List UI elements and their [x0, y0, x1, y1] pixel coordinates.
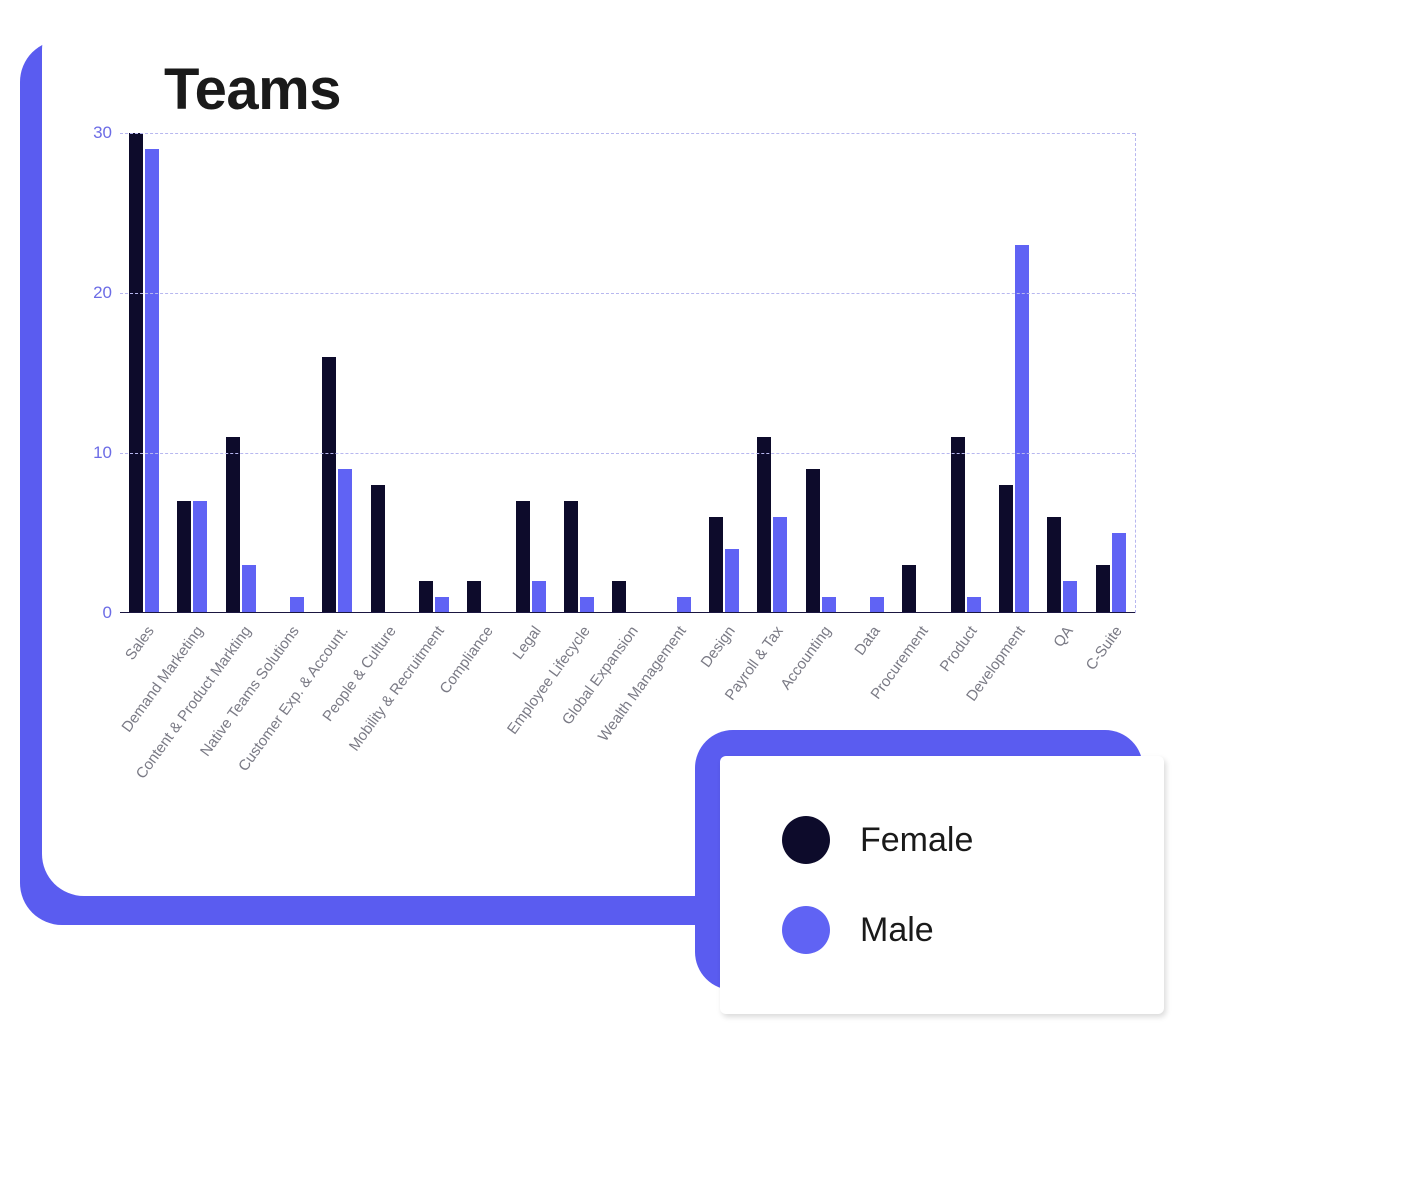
- bar-male: [532, 581, 546, 613]
- x-tick-label: Customer Exp. & Account.: [314, 619, 362, 629]
- bar-male: [338, 469, 352, 613]
- x-tick-label: Product: [942, 619, 990, 629]
- legend-swatch: [782, 816, 830, 864]
- category-group: [120, 133, 168, 613]
- y-axis: 0102030: [76, 133, 118, 613]
- x-tick-label: Legal: [507, 619, 555, 629]
- legend-item: Female: [782, 816, 1164, 864]
- category-group: [1087, 133, 1135, 613]
- x-tick-label: Payroll & Tax: [749, 619, 797, 629]
- bar-male: [773, 517, 787, 613]
- category-group: [313, 133, 361, 613]
- category-group: [700, 133, 748, 613]
- y-tick-label: 10: [93, 443, 112, 463]
- bar-male: [290, 597, 304, 613]
- gridline: [120, 293, 1135, 294]
- x-tick-label: C-Suite: [1088, 619, 1136, 629]
- bar-female: [177, 501, 191, 613]
- x-tick-label: Development: [991, 619, 1039, 629]
- bar-male: [1015, 245, 1029, 613]
- category-group: [652, 133, 700, 613]
- category-group: [410, 133, 458, 613]
- x-tick-label: Sales: [120, 619, 168, 629]
- category-group: [603, 133, 651, 613]
- category-group: [362, 133, 410, 613]
- bar-male: [242, 565, 256, 613]
- bar-female: [322, 357, 336, 613]
- bar-male: [435, 597, 449, 613]
- x-tick-label: Data: [846, 619, 894, 629]
- bar-female: [1047, 517, 1061, 613]
- x-tick-label: Accounting: [797, 619, 845, 629]
- category-group: [217, 133, 265, 613]
- bar-male: [725, 549, 739, 613]
- category-group: [942, 133, 990, 613]
- bar-female: [129, 133, 143, 613]
- bar-male: [145, 149, 159, 613]
- x-tick-label: Mobility & Recruitment: [410, 619, 458, 629]
- legend-label: Male: [860, 911, 934, 950]
- bar-female: [999, 485, 1013, 613]
- category-group: [168, 133, 216, 613]
- x-axis-labels: SalesDemand MarketingContent & Product M…: [120, 619, 1136, 629]
- legend-label: Female: [860, 821, 973, 860]
- bar-female: [902, 565, 916, 613]
- y-tick-label: 20: [93, 283, 112, 303]
- gridline: [120, 133, 1135, 134]
- x-tick-label: Global Expansion: [604, 619, 652, 629]
- chart-title: Teams: [164, 56, 1136, 123]
- bar-male: [1063, 581, 1077, 613]
- category-group: [458, 133, 506, 613]
- bar-female: [419, 581, 433, 613]
- bar-female: [951, 437, 965, 613]
- bar-female: [612, 581, 626, 613]
- bar-female: [757, 437, 771, 613]
- bar-female: [806, 469, 820, 613]
- bar-female: [226, 437, 240, 613]
- bar-female: [1096, 565, 1110, 613]
- x-tick-label: Content & Product Markting: [217, 619, 265, 629]
- x-tick-label: Wealth Management: [652, 619, 700, 629]
- category-group: [845, 133, 893, 613]
- plot-area: [120, 133, 1136, 613]
- bar-male: [580, 597, 594, 613]
- category-group: [555, 133, 603, 613]
- x-tick-label: Procurement: [894, 619, 942, 629]
- x-tick-label: Native Teams Solutions: [265, 619, 313, 629]
- bar-female: [371, 485, 385, 613]
- category-group: [507, 133, 555, 613]
- category-group: [748, 133, 796, 613]
- x-axis-line: [120, 612, 1135, 613]
- bar-female: [467, 581, 481, 613]
- category-group: [797, 133, 845, 613]
- bar-male: [193, 501, 207, 613]
- y-tick-label: 30: [93, 123, 112, 143]
- legend-card: Female Male: [720, 756, 1164, 1014]
- x-tick-label: Design: [701, 619, 749, 629]
- bar-male: [677, 597, 691, 613]
- bar-male: [822, 597, 836, 613]
- category-group: [1038, 133, 1086, 613]
- bar-male: [967, 597, 981, 613]
- chart-plot: 0102030 SalesDemand MarketingContent & P…: [76, 133, 1136, 613]
- bar-male: [870, 597, 884, 613]
- category-group: [893, 133, 941, 613]
- bar-female: [709, 517, 723, 613]
- x-tick-label: Compliance: [459, 619, 507, 629]
- gridline: [120, 453, 1135, 454]
- category-group: [265, 133, 313, 613]
- bars-container: [120, 133, 1135, 613]
- bar-male: [1112, 533, 1126, 613]
- y-tick-label: 0: [103, 603, 112, 623]
- x-tick-label: Employee Lifecycle: [555, 619, 603, 629]
- category-group: [990, 133, 1038, 613]
- legend-swatch: [782, 906, 830, 954]
- legend-item: Male: [782, 906, 1164, 954]
- x-tick-label: QA: [1039, 619, 1087, 629]
- bar-female: [564, 501, 578, 613]
- x-tick-label: Demand Marketing: [168, 619, 216, 629]
- x-tick-label: People & Culture: [362, 619, 410, 629]
- bar-female: [516, 501, 530, 613]
